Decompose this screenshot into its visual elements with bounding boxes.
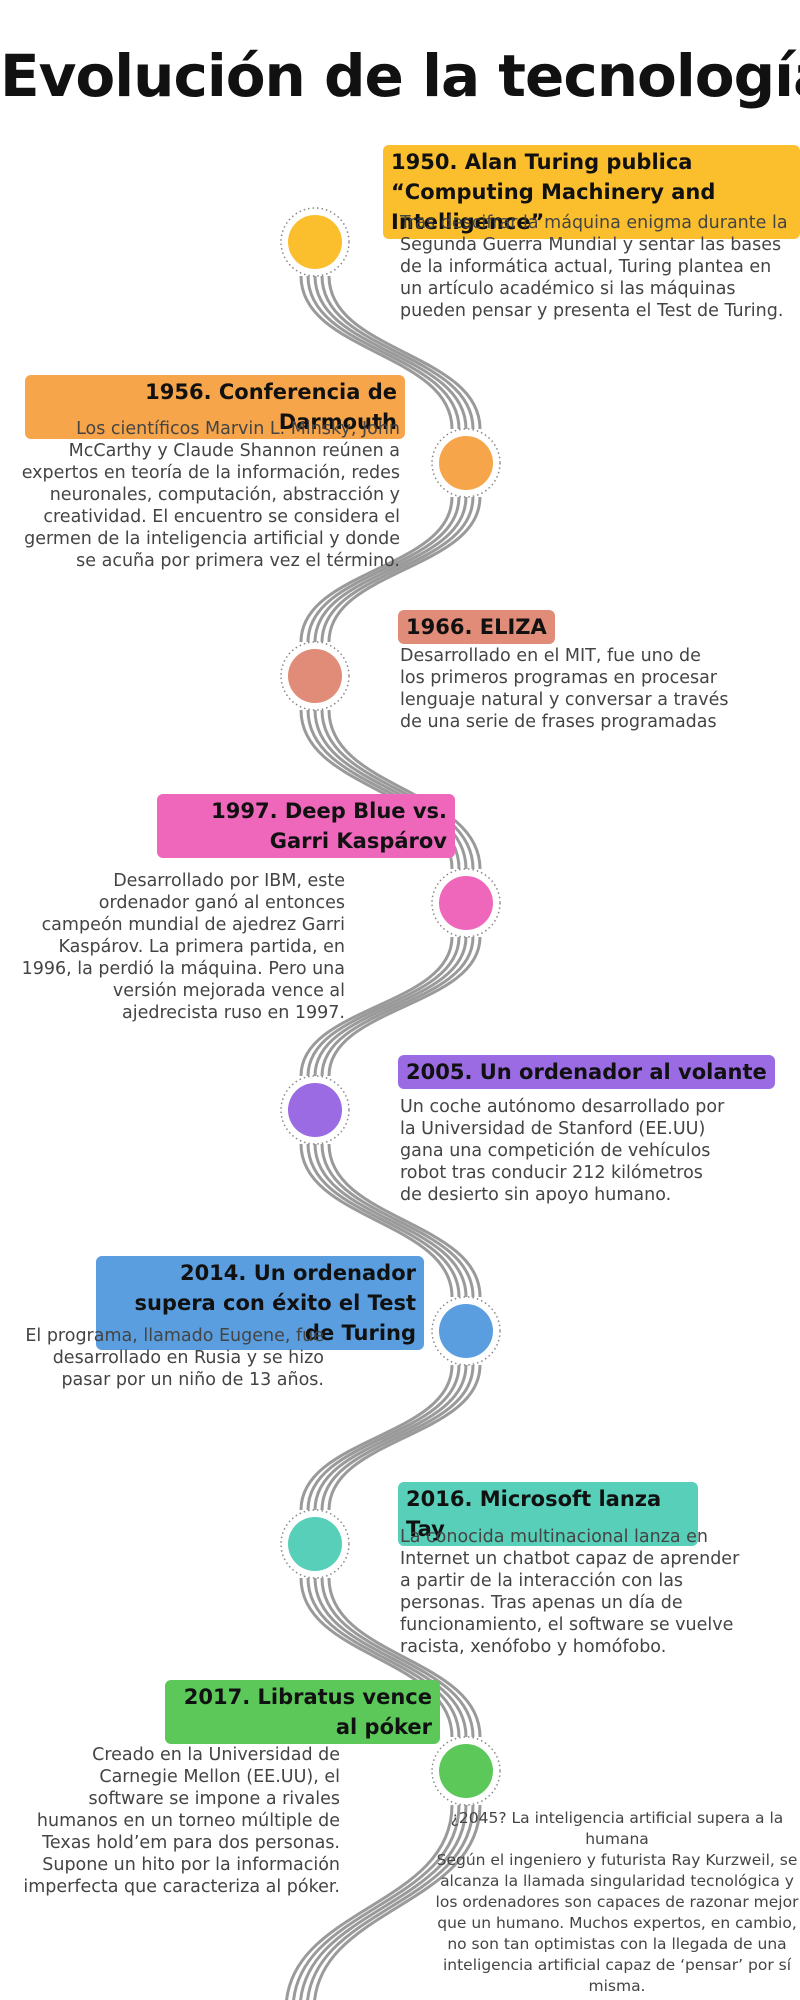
wave-line <box>327 496 482 643</box>
wave-line <box>306 1143 461 1298</box>
wave-line <box>313 1804 482 2000</box>
node-dot <box>439 876 493 930</box>
node-dot <box>288 1083 342 1137</box>
wave-line <box>327 1364 482 1511</box>
future-text: Según el ingeniero y futurista Ray Kurzw… <box>435 1851 799 1995</box>
event-text: Los científicos Marvin L. Minsky, John M… <box>21 419 400 571</box>
wave-line <box>306 1577 461 1738</box>
wave-line <box>320 709 475 870</box>
event-text: El programa, llamado Eugene, fue desarro… <box>25 1326 324 1390</box>
event-heading: 1956. Conferencia de Darmouth <box>25 375 405 439</box>
event-heading: 1950. Alan Turing publica “Computing Mac… <box>383 145 800 239</box>
wave-line <box>320 1143 475 1298</box>
wave-line <box>313 1577 468 1738</box>
event-heading: 1966. ELIZA <box>398 610 555 644</box>
wave-line <box>299 1577 454 1738</box>
event-heading: 2005. Un ordenador al volante <box>398 1055 775 1089</box>
future-block: ¿2045? La inteligencia artificial supera… <box>432 1808 800 1997</box>
wave-line <box>306 496 461 643</box>
wave-line <box>313 1143 468 1298</box>
node-dot <box>288 1517 342 1571</box>
wave-line <box>299 1804 468 2000</box>
wave-line <box>313 496 468 643</box>
wave-line <box>320 936 475 1077</box>
event-text: Desarrollado por IBM, este ordenador gan… <box>21 871 345 1023</box>
node-dot <box>439 1744 493 1798</box>
wave-line <box>306 1364 461 1511</box>
wave-line <box>306 936 461 1077</box>
wave-line <box>299 1143 454 1298</box>
wave-line <box>327 709 482 870</box>
event-heading: 2014. Un ordenador supera con éxito el T… <box>96 1256 424 1350</box>
wave-line <box>313 1364 468 1511</box>
wave-line <box>313 936 468 1077</box>
wave-line <box>313 275 468 430</box>
wave-line <box>327 275 482 430</box>
wave-line <box>320 496 475 643</box>
wave-line <box>299 1364 454 1511</box>
event-text: Tras descifrar la máquina enigma durante… <box>400 213 788 321</box>
node-dot <box>439 436 493 490</box>
wave-line <box>320 275 475 430</box>
event-text: Creado en la Universidad de Carnegie Mel… <box>23 1745 340 1897</box>
event-text: Desarrollado en el MIT, fue uno de los p… <box>400 646 729 732</box>
node-dot <box>439 1304 493 1358</box>
wave-line <box>313 709 468 870</box>
wave-line <box>306 275 461 430</box>
wave-line <box>285 1804 454 2000</box>
event-text: La conocida multinacional lanza en Inter… <box>400 1527 740 1657</box>
wave-line <box>320 1364 475 1511</box>
wave-line <box>320 1577 475 1738</box>
title: Evolución de la tecnología <box>0 42 800 110</box>
wave-line <box>306 1804 475 2000</box>
event-heading: 1997. Deep Blue vs. Garri Kaspárov <box>157 794 455 858</box>
wave-line <box>299 496 454 643</box>
future-heading: ¿2045? La inteligencia artificial supera… <box>450 1809 784 1848</box>
wave-line <box>292 1804 461 2000</box>
node-dot <box>288 215 342 269</box>
wave-line <box>327 1577 482 1738</box>
wave-line <box>327 1143 482 1298</box>
wave-line <box>299 936 454 1077</box>
event-heading: 2017. Libratus vence al póker <box>165 1680 440 1744</box>
event-text: Un coche autónomo desarrollado por la Un… <box>400 1097 725 1205</box>
wave-line <box>299 275 454 430</box>
node-dot <box>288 649 342 703</box>
event-heading: 2016. Microsoft lanza Tay <box>398 1482 698 1546</box>
wave-line <box>327 936 482 1077</box>
